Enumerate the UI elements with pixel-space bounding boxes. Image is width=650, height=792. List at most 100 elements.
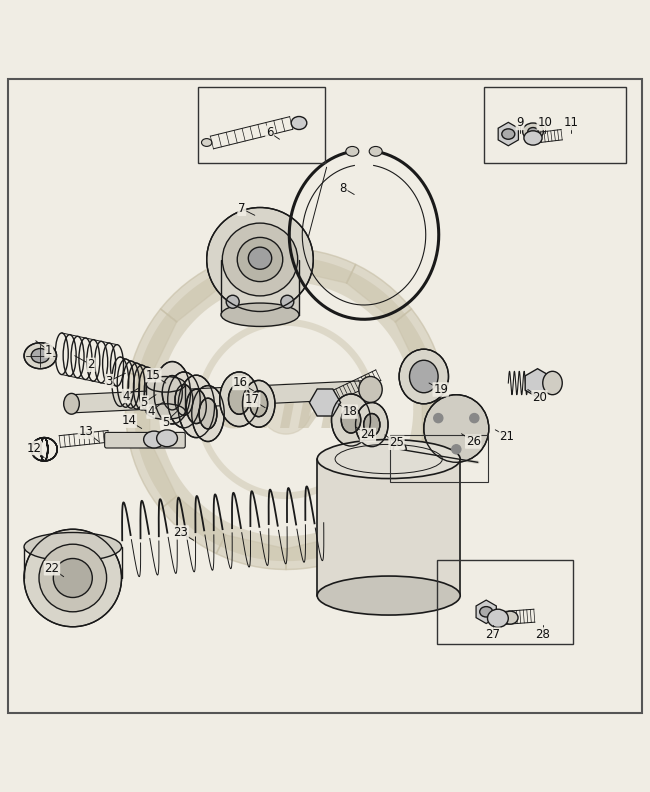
Text: 13: 13 <box>79 425 93 438</box>
Ellipse shape <box>229 384 250 414</box>
Ellipse shape <box>317 440 460 478</box>
Polygon shape <box>129 440 177 509</box>
Ellipse shape <box>237 238 283 282</box>
Ellipse shape <box>64 394 79 414</box>
Ellipse shape <box>480 607 493 617</box>
Polygon shape <box>346 265 411 322</box>
Polygon shape <box>346 496 411 554</box>
Ellipse shape <box>154 362 190 424</box>
Text: 24: 24 <box>360 428 376 441</box>
Text: 20: 20 <box>532 390 547 404</box>
Ellipse shape <box>281 295 294 308</box>
Polygon shape <box>286 249 356 283</box>
Polygon shape <box>422 373 447 445</box>
Ellipse shape <box>359 376 382 402</box>
Text: 4: 4 <box>147 405 155 418</box>
Bar <box>221 260 299 314</box>
Ellipse shape <box>192 386 224 441</box>
Polygon shape <box>125 373 150 445</box>
Ellipse shape <box>146 376 185 392</box>
Circle shape <box>261 384 311 434</box>
Ellipse shape <box>248 247 272 269</box>
Ellipse shape <box>250 391 268 417</box>
Text: 16: 16 <box>233 376 248 390</box>
Ellipse shape <box>221 303 299 326</box>
Circle shape <box>434 413 443 423</box>
Ellipse shape <box>144 431 164 448</box>
Text: ОПИХ: ОПИХ <box>216 390 376 438</box>
Circle shape <box>452 445 461 454</box>
Ellipse shape <box>175 385 193 415</box>
Ellipse shape <box>543 371 562 394</box>
Ellipse shape <box>168 372 200 428</box>
Text: 26: 26 <box>465 435 481 448</box>
Polygon shape <box>161 265 226 322</box>
Ellipse shape <box>24 529 122 626</box>
Text: 22: 22 <box>44 562 60 575</box>
Ellipse shape <box>399 349 448 404</box>
Ellipse shape <box>523 123 543 140</box>
Text: 17: 17 <box>244 394 260 406</box>
Ellipse shape <box>524 131 542 145</box>
Ellipse shape <box>291 116 307 130</box>
Ellipse shape <box>199 398 217 429</box>
Text: 14: 14 <box>121 414 136 427</box>
Ellipse shape <box>369 147 382 156</box>
Text: 27: 27 <box>485 628 500 641</box>
Bar <box>390 435 488 482</box>
Ellipse shape <box>187 389 206 424</box>
Polygon shape <box>286 535 356 569</box>
Ellipse shape <box>346 147 359 156</box>
Ellipse shape <box>356 402 388 447</box>
Text: 3: 3 <box>105 375 113 387</box>
Ellipse shape <box>202 139 212 147</box>
Ellipse shape <box>317 576 460 615</box>
Text: 18: 18 <box>343 405 357 418</box>
Text: 21: 21 <box>499 430 515 443</box>
Ellipse shape <box>488 609 508 627</box>
Polygon shape <box>129 309 177 378</box>
Text: 19: 19 <box>433 383 448 396</box>
Ellipse shape <box>502 129 515 139</box>
Ellipse shape <box>220 372 259 427</box>
Ellipse shape <box>222 223 298 296</box>
Circle shape <box>470 413 479 423</box>
Text: 1: 1 <box>45 344 53 357</box>
FancyBboxPatch shape <box>105 432 185 448</box>
Ellipse shape <box>24 343 57 369</box>
Ellipse shape <box>53 558 92 597</box>
Ellipse shape <box>226 295 239 308</box>
Text: 23: 23 <box>174 526 188 539</box>
Ellipse shape <box>146 404 185 420</box>
Text: 2: 2 <box>87 358 95 371</box>
Ellipse shape <box>24 532 122 561</box>
Ellipse shape <box>332 394 370 446</box>
Text: 28: 28 <box>536 628 550 641</box>
Ellipse shape <box>178 375 215 438</box>
Ellipse shape <box>410 360 438 393</box>
Ellipse shape <box>207 208 313 311</box>
Ellipse shape <box>242 380 275 427</box>
Ellipse shape <box>363 413 380 436</box>
Ellipse shape <box>528 128 538 135</box>
Polygon shape <box>161 496 226 554</box>
Text: 25: 25 <box>389 436 404 449</box>
Polygon shape <box>395 440 443 509</box>
Ellipse shape <box>157 430 177 447</box>
Bar <box>317 459 460 596</box>
Bar <box>484 86 626 163</box>
Polygon shape <box>395 309 443 378</box>
Polygon shape <box>216 535 286 569</box>
Bar <box>146 384 185 412</box>
Text: 10: 10 <box>538 116 552 130</box>
Text: 5: 5 <box>162 416 170 428</box>
Text: 6: 6 <box>266 126 274 139</box>
Ellipse shape <box>162 375 182 410</box>
Ellipse shape <box>341 407 361 433</box>
Ellipse shape <box>424 394 489 463</box>
Text: 12: 12 <box>26 441 42 455</box>
Ellipse shape <box>31 348 49 363</box>
Polygon shape <box>216 249 286 283</box>
Polygon shape <box>72 380 370 413</box>
Ellipse shape <box>39 544 107 611</box>
